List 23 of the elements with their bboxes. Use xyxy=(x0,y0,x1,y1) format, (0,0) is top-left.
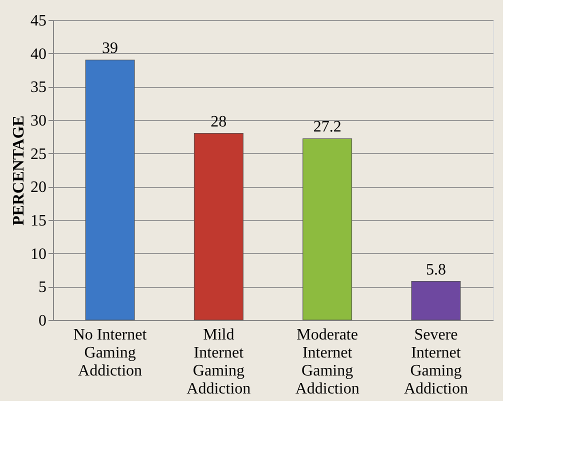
data-label: 27.2 xyxy=(313,118,342,136)
x-tick-label: Mild Internet Gaming Addiction xyxy=(186,326,251,398)
y-tick-label: 30 xyxy=(30,112,46,130)
y-tick-label: 40 xyxy=(30,46,46,63)
y-tick-label: 0 xyxy=(38,312,46,330)
y-tick-label: 25 xyxy=(30,146,46,163)
y-tick-label: 15 xyxy=(30,212,46,230)
bar xyxy=(85,60,135,320)
y-tick-label: 35 xyxy=(30,79,46,96)
bar xyxy=(411,281,461,320)
bar xyxy=(302,138,352,320)
x-tick-label: Severe Internet Gaming Addiction xyxy=(404,326,468,398)
y-tick-label: 45 xyxy=(30,12,46,30)
y-axis-title: PERCENTAGE xyxy=(10,116,28,226)
y-tick-label: 10 xyxy=(30,246,46,263)
data-label: 5.8 xyxy=(426,261,446,278)
x-tick-label: Moderate Internet Gaming Addiction xyxy=(295,326,360,398)
x-tick-label: No Internet Gaming Addiction xyxy=(73,326,148,380)
data-label: 39 xyxy=(102,40,118,57)
y-tick-label: 20 xyxy=(30,179,46,196)
data-label: 28 xyxy=(210,113,227,130)
y-tick-label: 5 xyxy=(38,279,46,296)
bar xyxy=(194,133,244,320)
